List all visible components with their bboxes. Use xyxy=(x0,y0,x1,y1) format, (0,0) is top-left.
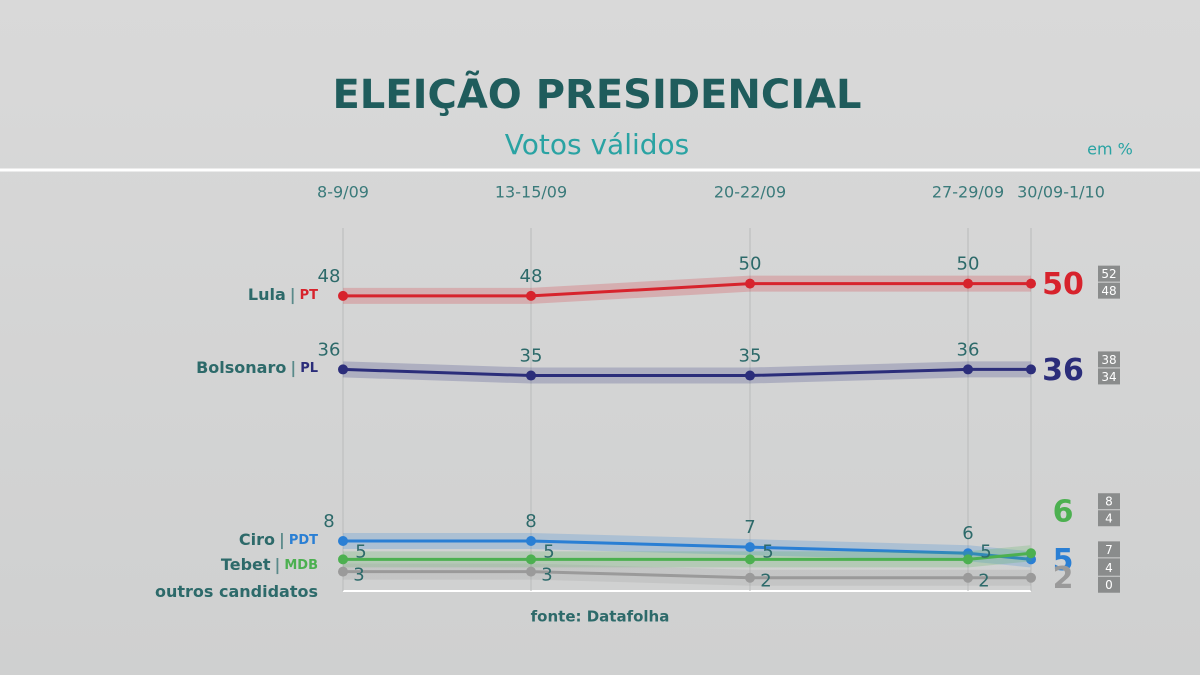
last-value: 36 xyxy=(1042,353,1084,388)
series-name: Tebet xyxy=(221,555,271,574)
series-name: Ciro xyxy=(239,530,275,549)
interval-box xyxy=(1098,559,1120,576)
data-label: 5 xyxy=(543,541,554,562)
last-value: 50 xyxy=(1042,267,1084,302)
data-label: 48 xyxy=(520,266,543,287)
interval-box xyxy=(1098,576,1120,593)
data-label: 2 xyxy=(760,571,771,592)
point xyxy=(338,290,348,301)
data-label: 6 xyxy=(962,523,973,544)
point xyxy=(338,566,348,577)
data-label: 5 xyxy=(355,541,366,562)
data-label: 3 xyxy=(353,565,364,586)
separator: | xyxy=(290,285,296,305)
last-value: 6 xyxy=(1053,495,1074,530)
data-label: 36 xyxy=(957,339,980,360)
point xyxy=(338,554,348,565)
point xyxy=(745,278,755,289)
separator: | xyxy=(279,530,285,550)
point xyxy=(526,290,536,301)
series-label: Ciro | PDT xyxy=(239,530,318,550)
x-tick-label: 13-15/09 xyxy=(495,183,567,202)
series-label: Lula | PT xyxy=(248,285,318,305)
interval-box xyxy=(1098,351,1120,368)
data-label: 35 xyxy=(520,346,543,367)
data-label: 50 xyxy=(957,254,980,275)
point xyxy=(338,535,348,546)
point xyxy=(745,572,755,583)
point xyxy=(526,554,536,565)
point xyxy=(963,554,973,565)
series-label: Tebet | MDB xyxy=(221,555,318,575)
source: fonte: Datafolha xyxy=(531,608,670,626)
series-label: Bolsonaro | PL xyxy=(196,358,318,378)
point xyxy=(1026,548,1036,559)
data-label: 8 xyxy=(525,511,536,532)
data-label: 35 xyxy=(739,346,762,367)
series-name: Lula xyxy=(248,285,286,304)
interval-label: 8 xyxy=(1105,495,1113,509)
data-label: 8 xyxy=(323,511,334,532)
data-label: 50 xyxy=(739,254,762,275)
x-tick-label: 27-29/09 xyxy=(932,183,1004,202)
x-tick-label: 30/09-1/10 xyxy=(1017,183,1105,202)
point xyxy=(745,542,755,553)
interval-label: 4 xyxy=(1105,561,1113,575)
interval-label: 38 xyxy=(1101,353,1116,367)
series-label: outros candidatos xyxy=(155,582,318,601)
data-label: 2 xyxy=(978,571,989,592)
point xyxy=(745,370,755,381)
last-value: 2 xyxy=(1053,561,1074,596)
point xyxy=(963,572,973,583)
point xyxy=(526,535,536,546)
separator: | xyxy=(290,358,296,378)
point xyxy=(963,364,973,375)
series-party: MDB xyxy=(284,558,318,573)
data-label: 5 xyxy=(980,541,991,562)
point xyxy=(338,364,348,375)
point xyxy=(1026,572,1036,583)
last-value: 5 xyxy=(1053,543,1074,578)
data-label: 36 xyxy=(318,339,341,360)
interval-label: 48 xyxy=(1101,284,1116,298)
interval-box xyxy=(1098,265,1120,282)
point xyxy=(526,370,536,381)
interval-box xyxy=(1098,541,1120,558)
unit-label: em % xyxy=(1087,140,1133,159)
series-name: Bolsonaro xyxy=(196,358,286,377)
series-party: PDT xyxy=(289,533,318,548)
interval-label: 34 xyxy=(1101,370,1116,384)
point xyxy=(963,278,973,289)
interval-box xyxy=(1098,282,1120,299)
interval-box xyxy=(1098,493,1120,510)
data-label: 48 xyxy=(318,266,341,287)
data-label: 5 xyxy=(762,541,773,562)
interval-label: 0 xyxy=(1105,578,1113,592)
series-party: PL xyxy=(300,361,318,376)
point xyxy=(1026,364,1036,375)
interval-label: 7 xyxy=(1105,543,1113,557)
x-tick-label: 20-22/09 xyxy=(714,183,786,202)
interval-box xyxy=(1098,368,1120,385)
data-label: 3 xyxy=(541,565,552,586)
point xyxy=(745,554,755,565)
point xyxy=(1026,278,1036,289)
interval-box xyxy=(1098,510,1120,527)
series-name: outros candidatos xyxy=(155,582,318,601)
interval-label: 52 xyxy=(1101,267,1116,281)
chart-title: ELEIÇÃO PRESIDENCIAL xyxy=(332,69,861,118)
separator: | xyxy=(275,555,281,575)
x-tick-label: 8-9/09 xyxy=(317,183,369,202)
interval-label: 4 xyxy=(1105,512,1113,526)
data-label: 7 xyxy=(744,517,755,538)
series-party: PT xyxy=(300,288,319,303)
point xyxy=(526,566,536,577)
chart-subtitle: Votos válidos xyxy=(505,128,690,161)
